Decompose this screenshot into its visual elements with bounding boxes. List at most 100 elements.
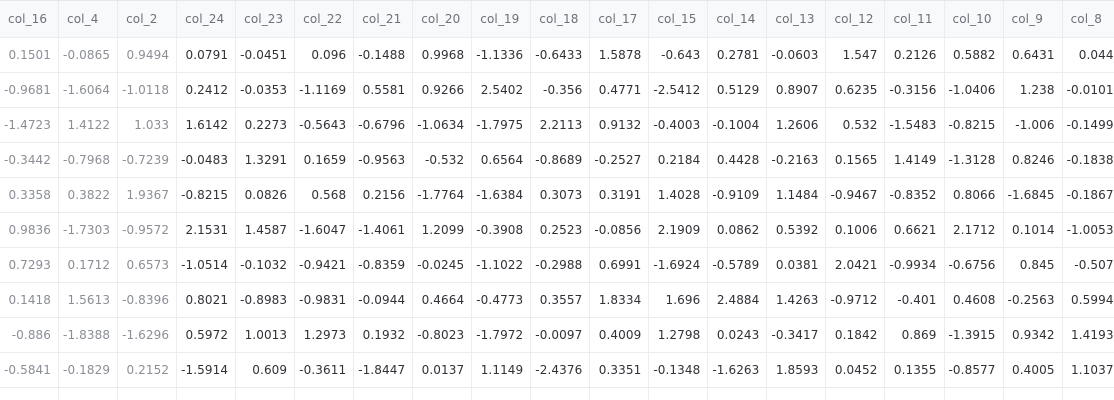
table-cell[interactable]: 0.3822 — [58, 177, 119, 213]
table-cell[interactable]: 0.1932 — [353, 317, 414, 353]
column-header-col-23[interactable]: col_23 — [235, 1, 296, 38]
table-cell[interactable]: -0.0451 — [235, 37, 296, 73]
table-cell[interactable]: -1.5483 — [884, 107, 945, 143]
table-cell[interactable]: 1.6142 — [176, 107, 237, 143]
table-cell[interactable]: 0.5129 — [707, 72, 768, 108]
table-cell[interactable]: 0.2156 — [353, 177, 414, 213]
table-cell[interactable]: 0.4771 — [589, 72, 650, 108]
column-header-col-13[interactable]: col_13 — [766, 1, 827, 38]
table-cell[interactable]: 1.8334 — [589, 282, 650, 318]
table-cell[interactable]: -0.0101 — [1062, 72, 1114, 108]
table-cell[interactable]: 1.2798 — [648, 317, 709, 353]
table-cell[interactable]: -1.8388 — [58, 317, 119, 353]
table-cell[interactable]: 0.0826 — [235, 177, 296, 213]
column-header-col-18[interactable]: col_18 — [530, 1, 591, 38]
table-cell[interactable]: 1.2606 — [766, 107, 827, 143]
table-cell[interactable]: -1.6924 — [648, 247, 709, 283]
table-cell[interactable]: 0.1006 — [825, 212, 886, 248]
table-cell[interactable]: 1.2099 — [412, 212, 473, 248]
table-cell[interactable]: 0.1014 — [1003, 212, 1063, 248]
table-cell[interactable]: 0.4664 — [412, 282, 473, 318]
table-cell[interactable]: -1.6296 — [117, 317, 178, 353]
table-cell[interactable]: 0.9266 — [412, 72, 473, 108]
table-cell[interactable]: 0.5994 — [1062, 282, 1114, 318]
table-cell[interactable]: -0.0353 — [235, 72, 296, 108]
table-cell[interactable]: -0.8215 — [944, 107, 1004, 143]
table-cell[interactable]: 0.8246 — [1003, 142, 1063, 178]
table-cell[interactable]: 0.3351 — [589, 352, 650, 388]
table-row[interactable]: 0.7293 0.1712 0.6573 -1.0514 -0.1032 -0.9421-… — [0, 247, 1114, 283]
table-row[interactable]: -0.9681 -1.6064 -1.0118 0.2412 -0.0353 -1.116… — [0, 72, 1114, 108]
table-cell[interactable]: 0.869 — [884, 317, 945, 353]
table-cell[interactable]: 0.9836 — [0, 212, 60, 248]
table-cell[interactable]: 0.845 — [1003, 247, 1063, 283]
table-row[interactable]: -0.3442 -0.7968 -0.7239 -0.0483 1.3291 0.1659… — [0, 142, 1114, 178]
table-cell[interactable]: 1.4028 — [648, 177, 709, 213]
table-cell[interactable]: -0.0603 — [766, 37, 827, 73]
table-cell[interactable]: 0.568 — [294, 177, 355, 213]
table-cell[interactable]: -1.6384 — [471, 177, 532, 213]
table-cell[interactable]: -0.886 — [0, 317, 60, 353]
table-cell[interactable]: 0.1418 — [0, 282, 60, 318]
table-cell[interactable]: 0.1355 — [884, 352, 945, 388]
table-cell[interactable]: -0.8023 — [412, 317, 473, 353]
table-cell[interactable]: -0.9572 — [117, 212, 178, 248]
table-cell[interactable]: -0.4003 — [648, 107, 709, 143]
table-cell[interactable]: 0.4428 — [707, 142, 768, 178]
table-cell[interactable]: -0.1829 — [58, 352, 119, 388]
table-cell[interactable]: 0.532 — [825, 107, 886, 143]
table-cell[interactable]: -1.7972 — [471, 317, 532, 353]
table-cell[interactable]: -1.6047 — [294, 212, 355, 248]
table-cell[interactable]: -1.8447 — [353, 352, 414, 388]
table-cell[interactable]: -1.7975 — [471, 107, 532, 143]
table-cell[interactable]: 0.2126 — [884, 37, 945, 73]
table-cell[interactable]: 1.4263 — [766, 282, 827, 318]
table-cell[interactable]: -0.9421 — [294, 247, 355, 283]
table-cell[interactable]: -0.8352 — [884, 177, 945, 213]
table-cell[interactable]: 2.1712 — [944, 212, 1004, 248]
table-cell[interactable]: -1.006 — [1003, 107, 1063, 143]
table-cell[interactable]: -0.0865 — [58, 37, 119, 73]
table-cell[interactable]: -0.9563 — [353, 142, 414, 178]
column-header-col-21[interactable]: col_21 — [353, 1, 414, 38]
table-cell[interactable]: -0.8983 — [235, 282, 296, 318]
table-cell[interactable]: -0.5643 — [294, 107, 355, 143]
table-cell[interactable]: 0.6621 — [884, 212, 945, 248]
table-cell[interactable]: -2.4376 — [530, 352, 591, 388]
table-cell[interactable]: -1.4723 — [0, 107, 60, 143]
table-cell[interactable]: -1.0406 — [944, 72, 1004, 108]
table-cell[interactable]: 0.1659 — [294, 142, 355, 178]
table-cell[interactable]: -0.8577 — [944, 352, 1004, 388]
table-row[interactable]: -0.886 -1.8388 -1.6296 0.5972 1.0013 1.2973 0.… — [0, 317, 1114, 353]
table-cell[interactable]: 0.6431 — [1003, 37, 1063, 73]
table-cell[interactable]: -0.0097 — [530, 317, 591, 353]
table-cell[interactable]: -1.1022 — [471, 247, 532, 283]
table-cell[interactable]: -0.6756 — [944, 247, 1004, 283]
table-cell[interactable]: -1.3915 — [944, 317, 1004, 353]
table-cell[interactable]: -0.8215 — [176, 177, 237, 213]
table-cell[interactable]: -1.7303 — [58, 212, 119, 248]
table-cell[interactable]: 1.4587 — [235, 212, 296, 248]
table-cell[interactable]: 0.5882 — [944, 37, 1004, 73]
table-cell[interactable]: 0.3073 — [530, 177, 591, 213]
table-cell[interactable]: 0.9494 — [117, 37, 178, 73]
table-cell[interactable]: 0.6991 — [589, 247, 650, 283]
table-cell[interactable]: 1.3291 — [235, 142, 296, 178]
table-cell[interactable]: 0.2184 — [648, 142, 709, 178]
table-cell[interactable]: 0.0452 — [825, 352, 886, 388]
table-cell[interactable]: 0.5581 — [353, 72, 414, 108]
table-cell[interactable]: -1.6845 — [1003, 177, 1063, 213]
table-cell[interactable]: -2.5412 — [648, 72, 709, 108]
table-cell[interactable]: 0.1565 — [825, 142, 886, 178]
table-cell[interactable]: 1.238 — [1003, 72, 1063, 108]
table-cell[interactable]: 0.4608 — [944, 282, 1004, 318]
table-cell[interactable]: 1.1037 — [1062, 352, 1114, 388]
table-cell[interactable]: 0.2523 — [530, 212, 591, 248]
table-cell[interactable]: -1.6064 — [58, 72, 119, 108]
column-header-col-19[interactable]: col_19 — [471, 1, 532, 38]
table-cell[interactable]: 2.1909 — [648, 212, 709, 248]
table-cell[interactable]: -0.7968 — [58, 142, 119, 178]
table-cell[interactable]: -1.1336 — [471, 37, 532, 73]
table-cell[interactable]: -1.5914 — [176, 352, 237, 388]
table-cell[interactable]: 1.4193 — [1062, 317, 1114, 353]
